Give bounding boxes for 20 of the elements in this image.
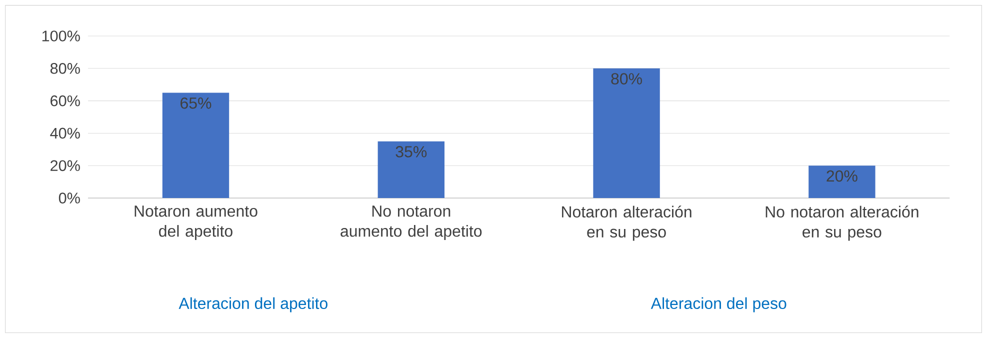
data-label: 65%	[180, 97, 212, 109]
y-tick-label: 0%	[58, 192, 80, 204]
text: Alteracion del apetito	[178, 297, 328, 312]
x-tick-label: Notaron aumento del apetito	[134, 206, 258, 240]
y-tick-label: 80%	[50, 62, 80, 74]
bar	[162, 92, 230, 198]
x-tick-label: No notaron aumento del apetito	[340, 206, 482, 240]
x-tick-label: Notaron alteración en su peso	[562, 206, 692, 241]
text: Alteracion del peso	[650, 297, 786, 312]
y-tick-label: 100%	[42, 30, 80, 42]
data-label: 35%	[396, 146, 427, 158]
bar	[593, 68, 660, 198]
y-tick-label: 60%	[50, 95, 80, 106]
y-tick-label: 20%	[50, 160, 80, 172]
data-label: 80%	[611, 73, 642, 84]
bar	[808, 166, 876, 198]
data-label: 20%	[826, 170, 858, 182]
bar	[378, 141, 444, 198]
x-tick-label: No notaron alteración en su peso	[766, 206, 918, 241]
y-tick-label: 40%	[50, 128, 80, 139]
